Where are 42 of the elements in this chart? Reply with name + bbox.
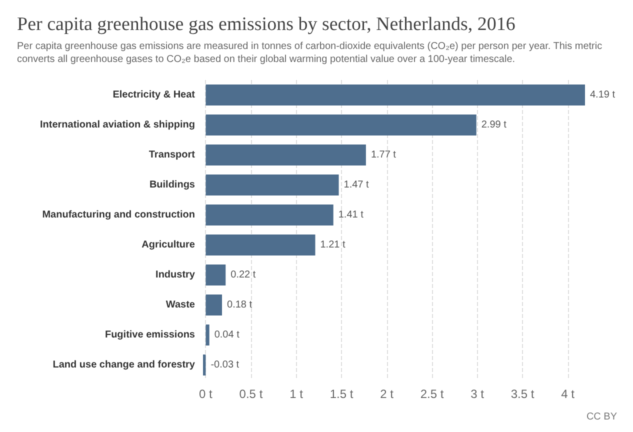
x-tick-label: 2 t [380, 387, 394, 401]
y-tick-label: Land use change and forestry [52, 360, 196, 370]
data-label: 1.21 t [320, 240, 346, 250]
bar [206, 144, 366, 166]
data-label: -0.03 t [210, 360, 240, 370]
x-tick-label: 0.5 t [239, 387, 264, 401]
data-label: 1.41 t [338, 210, 364, 220]
bar [206, 114, 476, 136]
x-tick-label: 3.5 t [510, 387, 535, 401]
bar [206, 264, 226, 286]
data-label: 4.19 t [590, 90, 616, 100]
y-tick-label: Waste [166, 300, 196, 310]
x-tick-label: 2.5 t [420, 387, 444, 401]
y-tick-label: Buildings [149, 180, 196, 190]
x-tick-label: 0 t [199, 387, 214, 401]
chart-title: Per capita greenhouse gas emissions by sector, Netherlands, 2016 [17, 14, 516, 35]
bar [206, 324, 210, 346]
x-tick-label: 1.5 t [330, 387, 354, 401]
y-tick-label: Manufacturing and construction [42, 210, 195, 220]
bar [206, 294, 222, 316]
y-tick-label: Agriculture [142, 240, 196, 250]
data-label: 0.22 t [230, 270, 256, 280]
bar [203, 354, 206, 376]
bar [206, 204, 334, 226]
data-label: 1.47 t [344, 180, 370, 190]
data-label: 2.99 t [481, 120, 507, 130]
bar [206, 174, 339, 196]
data-label: 0.04 t [214, 330, 240, 340]
y-tick-label: Industry [156, 270, 196, 280]
chart-subtitle: Per capita greenhouse gas emissions are measured in tonnes of carbon-dioxide equivalents (CO₂e) per person per year. This metric converts all greenhouse gases to CO₂e based on their global warming potential value over a 100-year timescale. [17, 41, 605, 65]
x-tick-label: 4 t [561, 387, 576, 401]
data-label: 1.77 t [370, 150, 396, 160]
y-tick-label: International aviation & shipping [40, 120, 195, 130]
bar [206, 234, 316, 256]
text: CC BY [586, 412, 618, 422]
bar [206, 84, 585, 106]
x-tick-label: 3 t [470, 387, 485, 401]
y-tick-label: Transport [148, 150, 196, 160]
data-label: 0.18 t [227, 300, 252, 310]
y-tick-label: Electricity & Heat [112, 90, 196, 100]
x-tick-label: 1 t [290, 387, 304, 401]
y-tick-label: Fugitive emissions [104, 330, 196, 340]
